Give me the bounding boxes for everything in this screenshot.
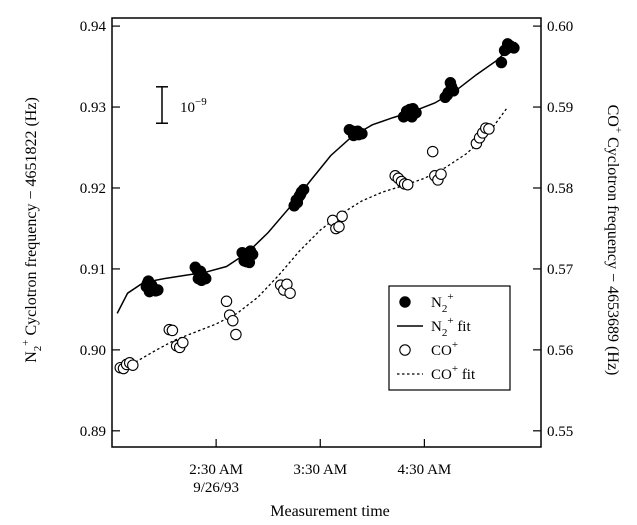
legend-label-main: CO — [431, 343, 452, 359]
x-axis-title: Measurement time — [270, 503, 390, 520]
legend-label: CO+ fit — [431, 363, 476, 383]
y-left-tick-label: 0.93 — [80, 100, 106, 116]
y-left-tick-label: 0.91 — [80, 262, 106, 278]
y-right-tick-label: 0.57 — [547, 262, 574, 278]
n2-data-point — [495, 56, 508, 69]
svg-text:N2+ Cyclotron frequency − 4651: N2+ Cyclotron frequency − 4651822 (Hz) — [20, 97, 44, 363]
y-left-tick-label: 0.90 — [80, 343, 106, 359]
y-axis-right-title: CO+ Cyclotron frequency − 4653689 (Hz) — [604, 105, 624, 376]
y-right-title-sup: + — [612, 127, 624, 133]
y-right-tick-label: 0.55 — [547, 424, 573, 440]
x-tick-label: 2:30 AM — [189, 462, 243, 478]
plot-frame — [111, 17, 542, 448]
legend-marker-open — [399, 344, 411, 356]
n2-data-point — [406, 111, 418, 123]
co-data-point — [177, 336, 189, 349]
co-data-point — [426, 145, 439, 158]
legend-label: N2+ fit — [431, 315, 471, 339]
legend-label-sup: + — [447, 291, 453, 303]
svg-text:CO+ Cyclotron frequency − 4653: CO+ Cyclotron frequency − 4653689 (Hz) — [604, 105, 624, 376]
y-right-title-rest: Cyclotron frequency − 4653689 (Hz) — [604, 133, 621, 375]
legend-label: CO+ — [431, 339, 458, 359]
y-left-tick-label: 0.89 — [80, 424, 106, 440]
legend-label-main: N — [431, 319, 442, 335]
y-right-tick-label: 0.60 — [547, 19, 573, 35]
co-data-point — [230, 328, 242, 341]
y-left-tick-label: 0.94 — [80, 19, 107, 35]
legend-label-sup: + — [452, 363, 458, 375]
scale-bar: 10−9 — [156, 86, 207, 124]
y-axis-left-title: N2+ Cyclotron frequency − 4651822 (Hz) — [20, 97, 44, 363]
legend-label-main: CO — [431, 367, 452, 383]
co-data-point — [220, 295, 233, 308]
n2-data-point — [500, 43, 513, 55]
legend-label-suffix: fit — [458, 367, 476, 383]
co-data-point — [401, 178, 414, 191]
legend-marker-filled — [399, 296, 411, 308]
y-right-title-co: CO — [604, 105, 621, 127]
legend-label: N2+ — [431, 291, 454, 315]
co-data-point — [166, 324, 179, 337]
y-left-title-rest: Cyclotron frequency − 4651822 (Hz) — [23, 97, 40, 339]
legend-label-sup: + — [452, 339, 458, 351]
n2-data-point — [199, 272, 212, 285]
n2-data-point — [294, 188, 307, 201]
n2-data-point — [141, 277, 154, 290]
n2-data-point — [441, 89, 454, 101]
y-left-title-n: N — [23, 351, 40, 363]
plot-area — [111, 17, 542, 448]
y-right-tick-label: 0.58 — [547, 181, 573, 197]
y-left-title-sup: + — [20, 340, 32, 346]
co-data-point — [284, 287, 296, 299]
co-data-point — [336, 210, 348, 223]
legend-label-suffix: fit — [454, 319, 472, 335]
co-data-point — [227, 314, 239, 327]
x-tick-sublabel: 9/26/93 — [193, 480, 239, 496]
scale-bar-label: 10−9 — [180, 96, 207, 116]
y-right-tick-label: 0.56 — [547, 343, 574, 359]
data-points — [114, 38, 520, 375]
y-right-tick-label: 0.59 — [547, 100, 573, 116]
n2-fit-line — [116, 41, 517, 314]
legend-label-sub: 2 — [442, 327, 448, 339]
n2-data-point — [351, 125, 364, 138]
n2-data-point — [240, 255, 253, 268]
n2-data-point — [444, 77, 457, 89]
co-data-point — [127, 359, 139, 371]
co-data-point — [333, 221, 345, 233]
axis-ticks: 0.89 0.90 0.91 0.92 0.93 0.94 0.55 0.56 0.57 0.58… — [80, 19, 574, 496]
co-fit-line — [116, 106, 509, 371]
legend-label-sup: + — [447, 315, 453, 327]
scale-bar-label-exponent: −9 — [195, 96, 207, 108]
legend-label-main: N — [431, 295, 442, 311]
y-left-tick-label: 0.92 — [80, 181, 106, 197]
x-tick-label: 4:30 AM — [397, 462, 451, 478]
legend-label-sub: 2 — [442, 303, 448, 315]
scale-bar-label-base: 10 — [180, 100, 195, 116]
co-data-point — [435, 168, 447, 180]
co-data-point — [483, 123, 495, 135]
x-tick-label: 3:30 AM — [293, 462, 347, 478]
y-left-title-sub: 2 — [32, 346, 44, 352]
